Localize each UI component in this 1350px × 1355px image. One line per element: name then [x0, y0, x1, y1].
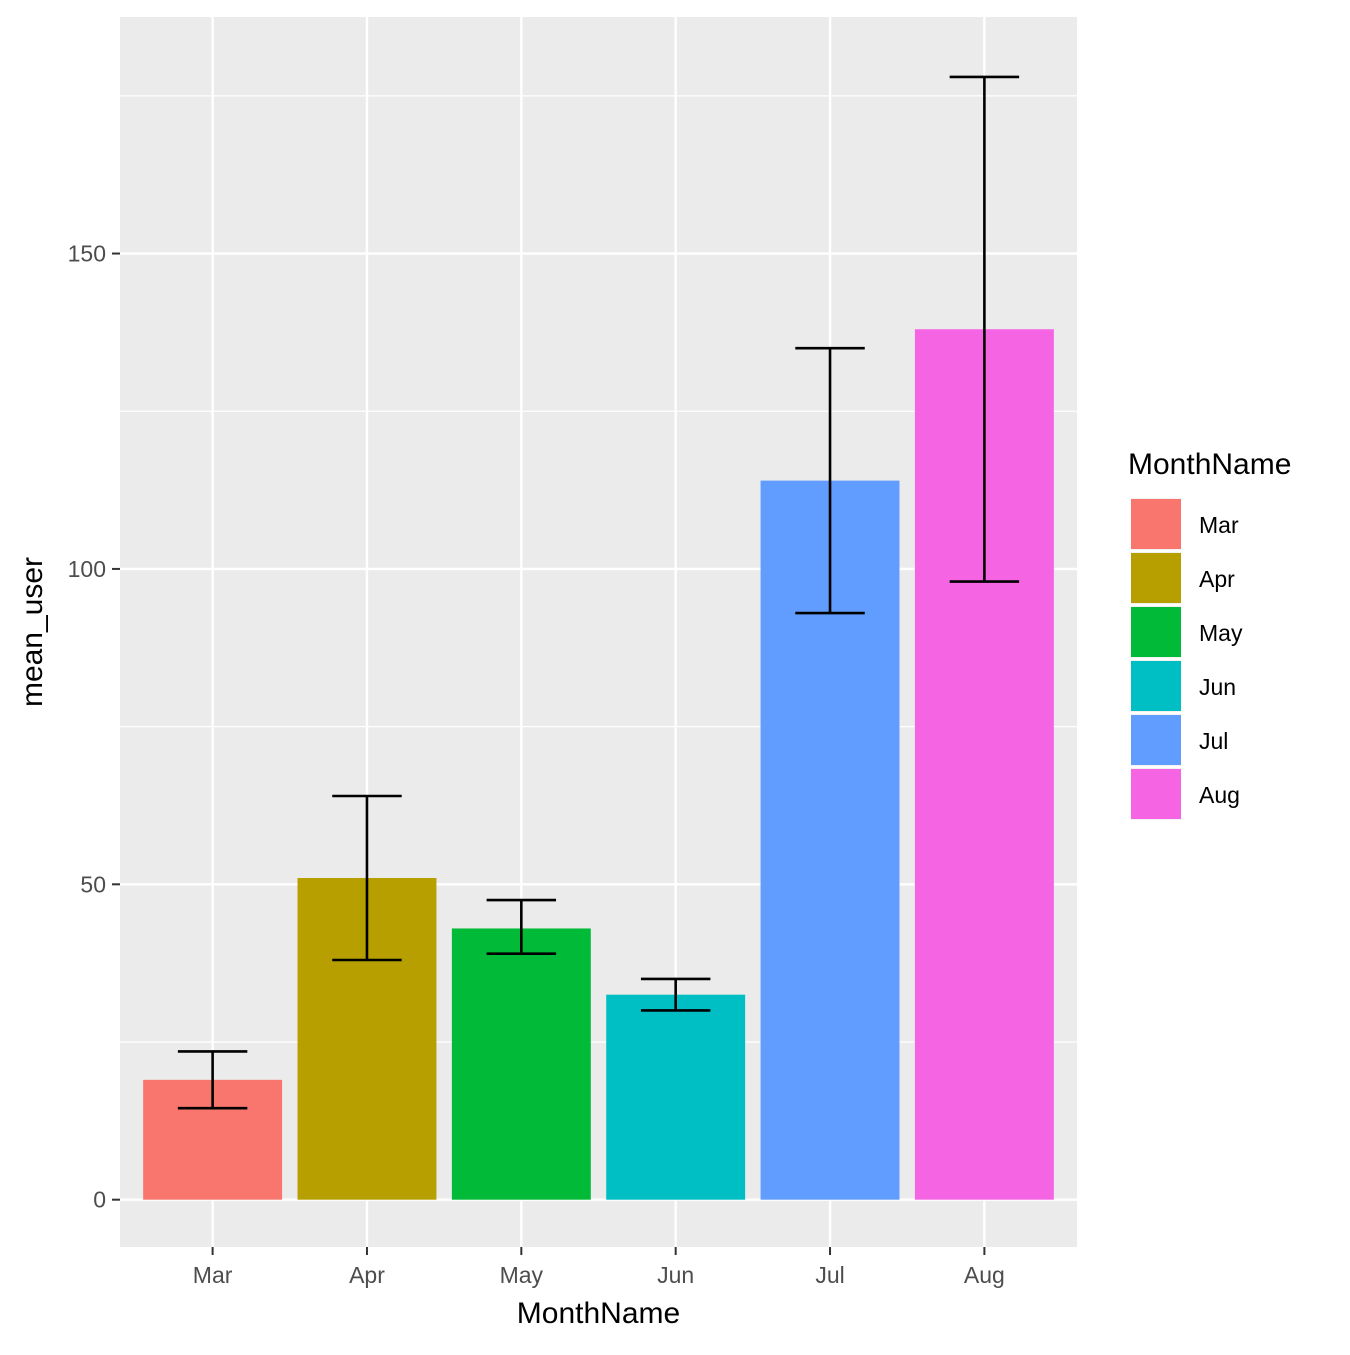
error-bar-mar — [177, 1050, 248, 1110]
legend-swatch — [1131, 553, 1181, 603]
error-bar-aug — [949, 75, 1020, 583]
legend-label: Aug — [1199, 782, 1240, 808]
error-bar-jun — [640, 977, 711, 1012]
legend-swatch — [1131, 499, 1181, 549]
error-bar-may — [486, 898, 557, 955]
error-bar-apr — [332, 794, 402, 962]
x-tick-label: Aug — [964, 1262, 1005, 1288]
x-tick-label: Jul — [815, 1262, 844, 1288]
legend-swatch — [1131, 769, 1181, 819]
legend-label: Mar — [1199, 512, 1239, 538]
legend-item-may: May — [1131, 606, 1243, 658]
y-axis: 0 50 100 150 — [68, 241, 120, 1213]
legend-item-jul: Jul — [1131, 714, 1228, 766]
legend: MonthName Mar Apr May Jun Jul Aug — [1128, 448, 1291, 820]
x-tick-label: Jun — [657, 1262, 694, 1288]
x-tick-label: Mar — [193, 1262, 233, 1288]
legend-swatch — [1131, 607, 1181, 657]
legend-item-aug: Aug — [1131, 768, 1240, 820]
legend-label: Jun — [1199, 674, 1236, 700]
legend-title: MonthName — [1128, 448, 1291, 481]
y-tick-label: 0 — [93, 1187, 106, 1213]
y-tick-label: 100 — [68, 556, 106, 582]
legend-swatch — [1131, 661, 1181, 711]
y-tick-label: 50 — [80, 871, 106, 897]
x-axis-title: MonthName — [517, 1297, 680, 1330]
legend-label: Apr — [1199, 566, 1235, 592]
x-tick-label: Apr — [349, 1262, 385, 1288]
legend-item-jun: Jun — [1131, 660, 1236, 712]
legend-item-apr: Apr — [1131, 552, 1235, 604]
legend-item-mar: Mar — [1131, 498, 1239, 550]
legend-swatch — [1131, 715, 1181, 765]
x-tick-label: May — [500, 1262, 544, 1288]
x-axis: Mar Apr May Jun Jul Aug — [193, 1247, 1005, 1288]
error-bars — [177, 75, 1020, 1110]
y-axis-title: mean_user — [16, 557, 49, 707]
legend-label: May — [1199, 620, 1243, 646]
bar-jun — [606, 994, 746, 1200]
error-bar-jul — [795, 346, 865, 615]
bar-may — [451, 928, 591, 1200]
legend-label: Jul — [1199, 728, 1228, 754]
y-tick-label: 150 — [68, 241, 106, 267]
